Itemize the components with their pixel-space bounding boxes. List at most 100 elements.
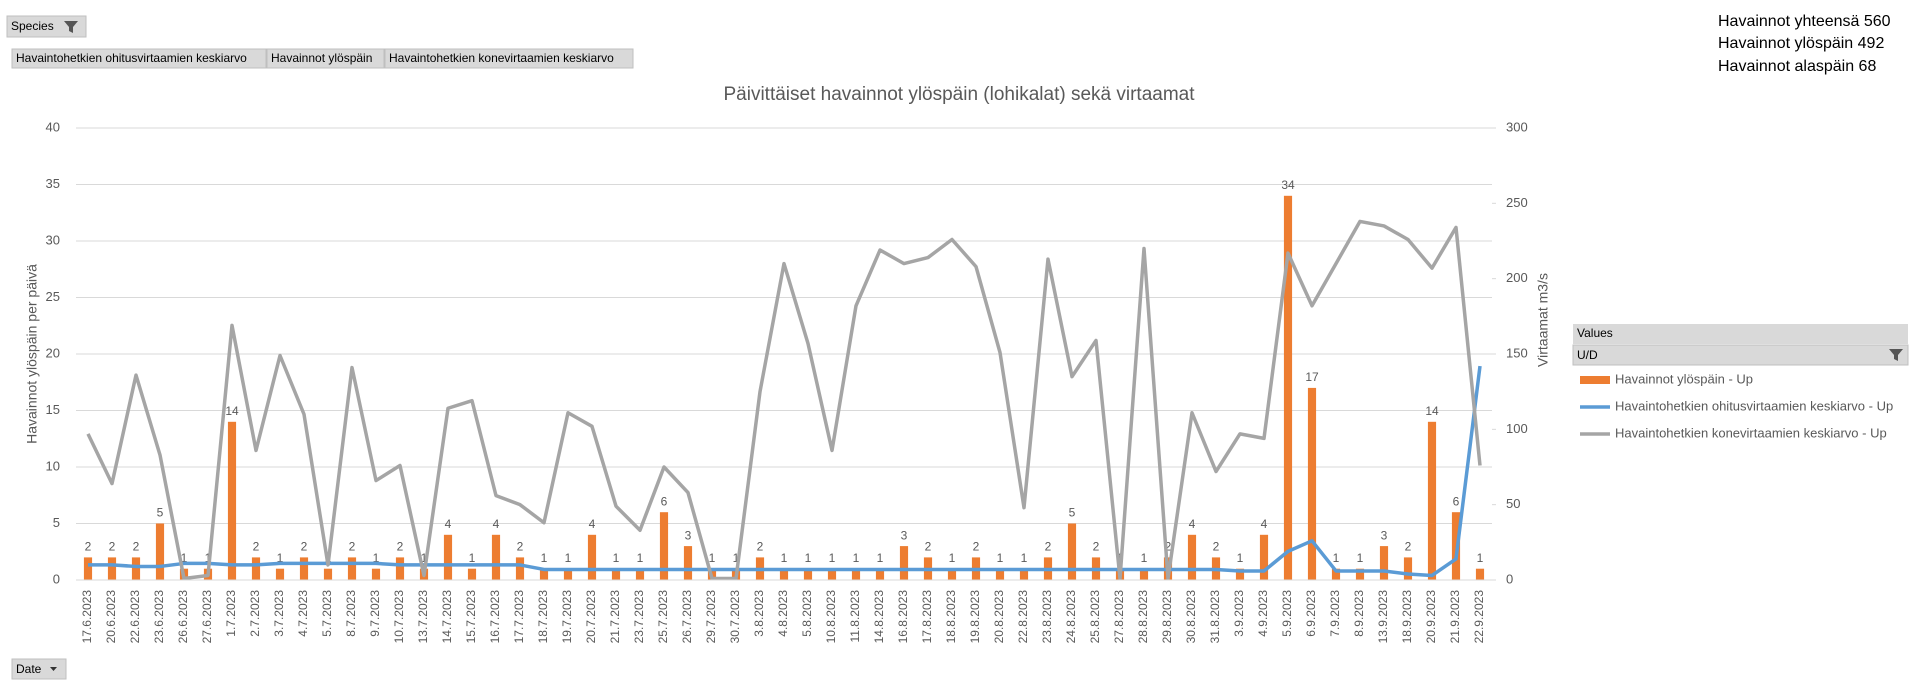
data-label: 1: [733, 551, 740, 565]
bar: [467, 568, 477, 580]
bar: [395, 557, 405, 580]
bar: [251, 557, 261, 580]
bar: [1019, 568, 1029, 580]
legend-field-button[interactable]: [1572, 344, 1909, 366]
bar: [491, 534, 501, 580]
data-label: 1: [1237, 551, 1244, 565]
x-tick-label: 23.8.2023: [1040, 590, 1054, 644]
x-tick-label: 3.8.2023: [752, 590, 766, 637]
data-label: 1: [829, 551, 836, 565]
x-tick-label: 26.7.2023: [680, 590, 694, 644]
x-tick-label: 8.9.2023: [1352, 590, 1366, 637]
x-tick-label: 19.7.2023: [560, 590, 574, 644]
data-label: 2: [517, 540, 524, 554]
x-tick-label: 16.7.2023: [488, 590, 502, 644]
data-label: 2: [757, 540, 764, 554]
data-label: 34: [1281, 178, 1295, 192]
data-label: 1: [949, 551, 956, 565]
x-tick-label: 17.7.2023: [512, 590, 526, 644]
bar: [803, 568, 813, 580]
bar: [1307, 387, 1317, 580]
x-tick-label: 11.8.2023: [848, 590, 862, 643]
field-button[interactable]: [384, 48, 634, 69]
x-tick-label: 20.9.2023: [1424, 590, 1438, 644]
bar: [539, 568, 549, 580]
bar: [875, 568, 885, 580]
bar: [515, 557, 525, 580]
y2-tick-label: 250: [1506, 195, 1528, 210]
x-tick-label: 14.8.2023: [872, 590, 886, 644]
bar: [323, 568, 333, 580]
x-tick-label: 5.9.2023: [1280, 590, 1294, 637]
data-label: 1: [1477, 551, 1484, 565]
y-tick-label: 25: [46, 289, 60, 304]
y-tick-label: 0: [53, 571, 60, 586]
data-label: 1: [1021, 551, 1028, 565]
y-tick-label: 40: [46, 119, 60, 134]
axis-button[interactable]: [11, 658, 67, 680]
bar: [299, 557, 309, 580]
data-label: 14: [1425, 404, 1439, 418]
data-label: 1: [781, 551, 788, 565]
data-label: 6: [661, 494, 668, 508]
y-tick-label: 20: [46, 345, 60, 360]
data-label: 5: [157, 506, 164, 520]
y-tick-label: 35: [46, 176, 60, 191]
x-tick-label: 24.8.2023: [1064, 590, 1078, 644]
x-tick-label: 31.8.2023: [1208, 590, 1222, 644]
x-tick-label: 20.6.2023: [104, 590, 118, 644]
bar: [1259, 534, 1269, 580]
data-label: 3: [1381, 528, 1388, 542]
field-button-label: Havainnot ylöspäin: [271, 51, 372, 65]
field-button[interactable]: [11, 48, 267, 69]
bar: [1379, 546, 1389, 580]
x-tick-label: 13.7.2023: [416, 590, 430, 644]
x-tick-label: 20.8.2023: [992, 590, 1006, 644]
data-label: 2: [253, 540, 260, 554]
x-tick-label: 13.9.2023: [1376, 590, 1390, 644]
bar: [947, 568, 957, 580]
data-label: 4: [1189, 517, 1196, 531]
legend-swatch: [1580, 376, 1610, 384]
x-tick-label: 4.9.2023: [1256, 590, 1270, 637]
y2-tick-label: 100: [1506, 421, 1528, 436]
x-tick-label: 25.7.2023: [656, 590, 670, 644]
y-tick-label: 30: [46, 232, 60, 247]
y2-axis-title: Virtaamat m3/s: [1535, 273, 1551, 367]
x-tick-label: 3.7.2023: [272, 590, 286, 637]
bar: [155, 523, 165, 580]
data-label: 2: [1405, 540, 1412, 554]
data-label: 1: [997, 551, 1004, 565]
x-tick-label: 4.7.2023: [296, 590, 310, 637]
x-tick-label: 4.8.2023: [776, 590, 790, 637]
data-label: 1: [373, 551, 380, 565]
x-tick-label: 7.9.2023: [1328, 590, 1342, 637]
summary-line: Havainnot ylöspäin 492: [1718, 35, 1884, 52]
data-label: 1: [181, 551, 188, 565]
summary-line: Havainnot alaspäin 68: [1718, 58, 1876, 75]
y-axis-title: Havainnot ylöspäin per päivä: [24, 264, 40, 444]
x-tick-label: 14.7.2023: [440, 590, 454, 644]
x-tick-label: 20.7.2023: [584, 590, 598, 644]
bar: [851, 568, 861, 580]
x-tick-label: 22.6.2023: [128, 590, 142, 644]
x-tick-label: 15.7.2023: [464, 590, 478, 644]
dropdown-icon: [50, 667, 57, 671]
x-tick-label: 8.7.2023: [344, 590, 358, 637]
data-label: 1: [637, 551, 644, 565]
field-button-label: Havaintohetkien konevirtaamien keskiarvo: [389, 51, 614, 65]
field-button[interactable]: [266, 48, 385, 69]
data-label: 1: [1333, 551, 1340, 565]
data-label: 2: [85, 540, 92, 554]
x-tick-label: 25.8.2023: [1088, 590, 1102, 644]
legend-label: Havainnot ylöspäin - Up: [1615, 371, 1753, 386]
x-tick-label: 5.7.2023: [320, 590, 334, 637]
data-label: 1: [613, 551, 620, 565]
data-label: 1: [277, 551, 284, 565]
bar: [1475, 568, 1485, 580]
bar: [563, 568, 573, 580]
x-tick-label: 21.7.2023: [608, 590, 622, 644]
x-tick-label: 2.7.2023: [248, 590, 262, 637]
y-tick-label: 5: [53, 515, 60, 530]
legend-label: Havaintohetkien ohitusvirtaamien keskiar…: [1615, 398, 1893, 413]
